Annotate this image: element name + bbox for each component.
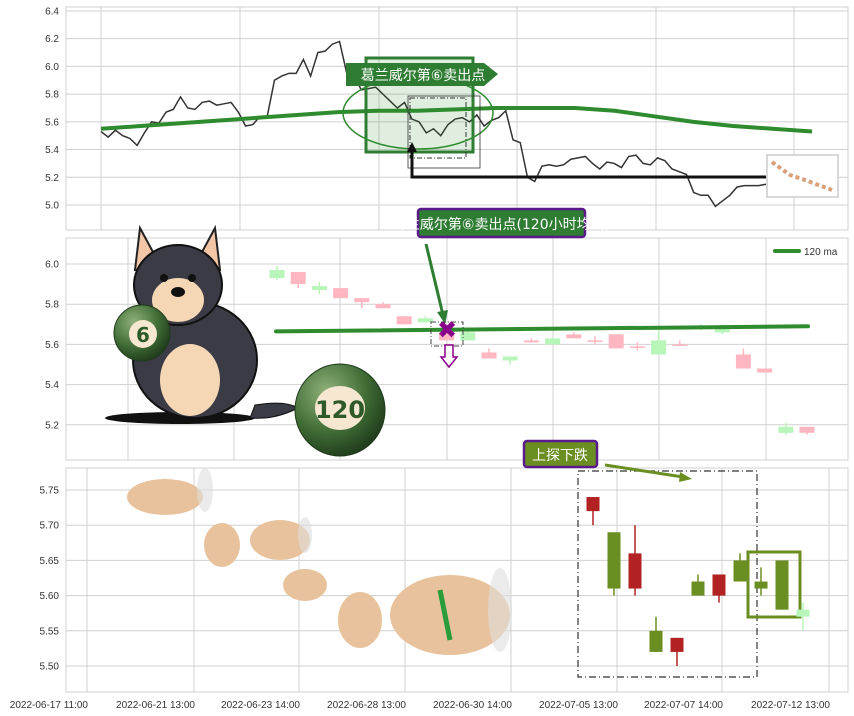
middle-annotation: 葛兰威尔第⑥卖出点(120小时均线) ✖ 120 ma 6 <box>105 207 838 457</box>
candle-body <box>714 326 730 333</box>
x-tick-label: 2022-07-12 13:00 <box>751 700 830 711</box>
thumbnail-puppies <box>770 160 833 192</box>
bottom-candle-panel: 5.50 5.55 5.60 5.65 5.70 5.75 2022-06-17 11:00… <box>10 467 849 711</box>
ball-6-image: 6 <box>113 304 171 362</box>
inset-frame <box>407 95 481 169</box>
arrow-up-icon <box>407 142 417 152</box>
candle-body <box>796 609 810 617</box>
candle-body <box>354 298 370 303</box>
candle-body <box>735 354 751 369</box>
arrow-head-icon <box>679 472 692 482</box>
candle-body <box>651 340 667 355</box>
y-tick-label: 6.2 <box>45 34 59 45</box>
y-tick-label: 6.4 <box>45 6 59 17</box>
label-arrow-box <box>346 63 498 86</box>
top-annotation: 葛兰威尔第⑥卖出点 <box>342 56 839 198</box>
bottom-annotation: 上探下跌 <box>127 439 802 678</box>
candle-body <box>460 332 476 341</box>
legend-label: 120 ma <box>804 247 838 258</box>
y-tick-label: 5.6 <box>45 117 59 128</box>
bottom-label-box <box>522 439 599 469</box>
candle-body <box>417 318 433 323</box>
middle-label-box <box>416 207 587 239</box>
connector-line <box>410 150 766 179</box>
y-tick-label: 5.55 <box>40 626 60 637</box>
candle-body <box>799 426 815 433</box>
x-tick-label: 2022-07-05 13:00 <box>539 700 618 711</box>
candle-body <box>778 426 794 433</box>
candle-body <box>672 344 688 346</box>
y-tick-label: 5.8 <box>45 300 59 311</box>
candle-body <box>670 637 684 652</box>
y-tick-label: 6.0 <box>45 62 59 73</box>
y-tick-label: 5.65 <box>40 556 60 567</box>
candle-body <box>586 497 600 512</box>
x-tick-label: 2022-06-28 13:00 <box>327 700 406 711</box>
candle-body <box>290 272 306 285</box>
x-tick-label: 2022-06-21 13:00 <box>116 700 195 711</box>
candle-body <box>733 560 747 582</box>
y-tick-label: 5.0 <box>45 201 59 212</box>
candle-body <box>712 574 726 596</box>
range-dashed-box <box>577 470 758 678</box>
bottom-label: 上探下跌 <box>532 448 588 464</box>
highlight-rect <box>746 550 802 619</box>
x-tick-label: 2022-06-17 11:00 <box>10 700 89 711</box>
y-tick-label: 5.2 <box>45 420 59 431</box>
y-tick-label: 5.2 <box>45 173 59 184</box>
bottom-panel-frame <box>65 467 849 693</box>
pointer-arrow <box>604 463 684 479</box>
candle-body <box>587 340 603 342</box>
flying-puppies-image <box>127 468 512 655</box>
y-tick-label: 5.8 <box>45 90 59 101</box>
candle-body <box>629 346 645 348</box>
arrow-head-icon <box>437 310 448 324</box>
candle-body <box>754 581 768 589</box>
y-tick-label: 5.4 <box>45 380 59 391</box>
pointer-arrow <box>424 243 445 316</box>
candle-body <box>545 338 561 345</box>
y-tick-label: 5.6 <box>45 340 59 351</box>
price-line <box>100 40 767 208</box>
candle-body <box>523 340 539 343</box>
x-tick-label: 2022-06-30 14:00 <box>433 700 512 711</box>
inset-dashed-box <box>409 97 467 159</box>
y-tick-label: 6.0 <box>45 260 59 271</box>
down-arrow-icon <box>439 344 459 369</box>
candle-body <box>311 286 327 291</box>
candle-body <box>691 581 705 596</box>
candle-body <box>481 352 497 359</box>
middle-label: 葛兰威尔第⑥卖出点(120小时均线) <box>392 216 610 233</box>
candle-body <box>333 288 349 299</box>
y-tick-label: 5.4 <box>45 145 59 156</box>
y-tick-label: 5.70 <box>40 521 60 532</box>
candle-body <box>269 270 285 279</box>
candle-body <box>439 332 455 341</box>
sell-x-icon: ✖ <box>437 316 457 344</box>
candle-body <box>628 553 642 589</box>
candle-body <box>566 334 582 339</box>
candle-body <box>502 356 518 361</box>
ball-120-number: 120 <box>315 396 365 424</box>
ma-line <box>100 105 813 134</box>
x-tick-label: 2022-06-23 14:00 <box>221 700 300 711</box>
y-tick-label: 5.50 <box>40 662 60 673</box>
top-label: 葛兰威尔第⑥卖出点 <box>361 67 486 84</box>
candle-body <box>396 316 412 325</box>
candle-body <box>608 334 624 349</box>
ma-line <box>274 324 810 334</box>
y-tick-label: 5.60 <box>40 591 60 602</box>
candle-body <box>757 368 773 373</box>
candle-body <box>775 560 789 610</box>
ball-6-number: 6 <box>136 323 150 347</box>
candle-body <box>375 304 391 309</box>
thumbnail-image <box>766 154 839 198</box>
ball-120-image: 120 <box>294 363 386 457</box>
candle-body <box>649 630 663 652</box>
candle-body <box>607 532 621 589</box>
x-tick-label: 2022-07-07 14:00 <box>644 700 723 711</box>
y-tick-label: 5.75 <box>40 486 60 497</box>
